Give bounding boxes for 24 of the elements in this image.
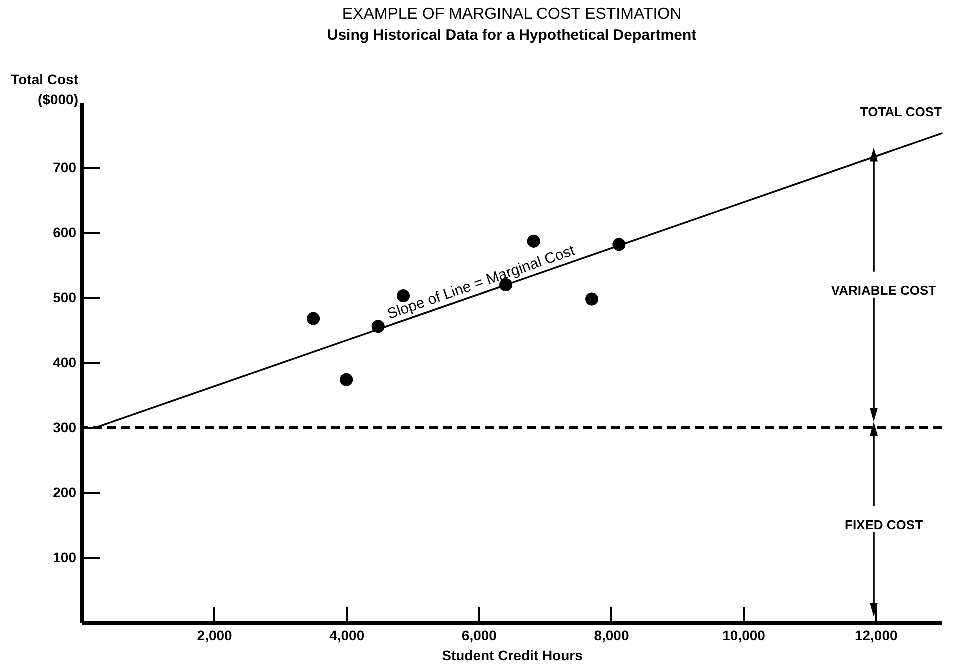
y-tick-label: 200: [53, 484, 77, 500]
chart-title: EXAMPLE OF MARGINAL COST ESTIMATION: [342, 6, 682, 23]
y-tick-label: 300: [53, 420, 77, 436]
point: [527, 234, 540, 248]
y-tick-label: 700: [53, 160, 77, 176]
x-tick-label: 8,000: [594, 628, 630, 644]
x-tick-label: 2,000: [197, 628, 233, 644]
x-tick-label: 10,000: [722, 628, 766, 644]
y-tick-label: 400: [53, 354, 77, 370]
point: [586, 292, 599, 306]
x-tick-label: 4,000: [330, 628, 365, 644]
annotation: TOTAL COST: [860, 104, 942, 120]
y-tick-label: 500: [53, 290, 77, 306]
x-axis-title: Student Credit Hours: [442, 648, 584, 664]
x-tick-label: 6,000: [462, 628, 498, 644]
y-tick-label: 100: [53, 550, 77, 566]
annotation: FIXED COST: [844, 518, 924, 532]
y-axis-title: Total Cost ($000): [11, 72, 79, 108]
point: [307, 312, 320, 326]
y-tick-label: 600: [53, 224, 77, 240]
chart-subtitle: Using Historical Data for a Hypothetical Department: [327, 27, 697, 44]
annotation: VARIABLE COST: [831, 282, 937, 298]
point: [340, 373, 354, 386]
x-tick-label: 12,000: [854, 628, 898, 644]
